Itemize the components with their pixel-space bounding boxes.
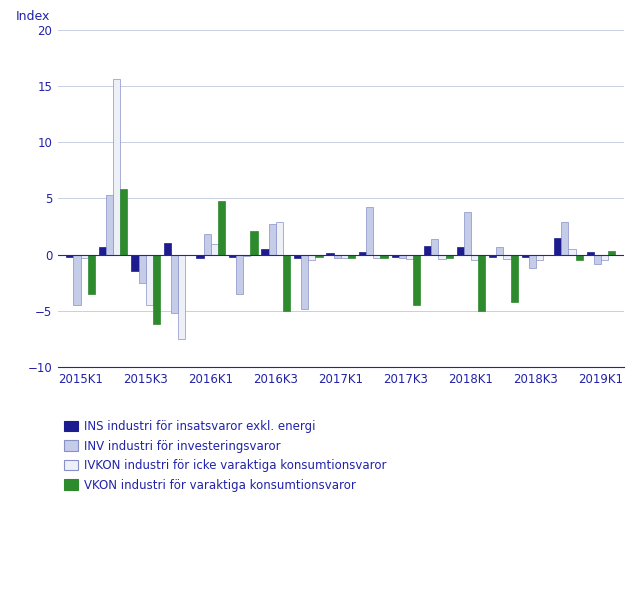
Bar xyxy=(496,247,503,255)
Bar xyxy=(73,255,80,305)
Bar xyxy=(348,255,355,258)
Bar xyxy=(196,255,204,258)
Bar xyxy=(66,255,73,257)
Bar xyxy=(554,237,561,255)
Bar xyxy=(608,251,615,255)
Bar xyxy=(204,234,211,255)
Bar xyxy=(586,252,593,255)
Bar xyxy=(529,255,536,268)
Bar xyxy=(262,249,269,255)
Bar xyxy=(276,222,283,255)
Bar xyxy=(457,247,464,255)
Bar xyxy=(153,255,160,324)
Bar xyxy=(178,255,185,339)
Bar xyxy=(269,224,276,255)
Bar xyxy=(164,243,171,255)
Bar xyxy=(536,255,543,260)
Bar xyxy=(283,255,290,311)
Bar xyxy=(575,255,583,260)
Bar xyxy=(503,255,511,259)
Bar xyxy=(243,255,250,256)
Bar xyxy=(138,255,146,283)
Bar xyxy=(374,255,381,258)
Bar xyxy=(131,255,138,271)
Bar xyxy=(446,255,453,258)
Bar xyxy=(341,255,348,258)
Bar xyxy=(424,246,431,255)
Bar xyxy=(146,255,153,305)
Bar xyxy=(359,252,366,255)
Bar xyxy=(88,255,95,294)
Bar xyxy=(381,255,388,258)
Bar xyxy=(211,244,218,255)
Bar xyxy=(366,207,374,255)
Bar xyxy=(471,255,478,260)
Bar xyxy=(80,255,88,258)
Bar xyxy=(399,255,406,258)
Text: Index: Index xyxy=(15,10,50,23)
Bar xyxy=(593,255,601,263)
Bar xyxy=(521,255,529,257)
Bar xyxy=(327,253,334,255)
Bar xyxy=(171,255,178,313)
Bar xyxy=(406,255,413,259)
Bar xyxy=(99,247,106,255)
Bar xyxy=(511,255,518,302)
Bar xyxy=(489,255,496,257)
Bar xyxy=(316,255,323,257)
Bar xyxy=(464,212,471,255)
Bar xyxy=(229,255,236,257)
Bar xyxy=(250,231,258,255)
Bar xyxy=(561,222,568,255)
Bar xyxy=(236,255,243,294)
Bar xyxy=(334,255,341,258)
Bar xyxy=(601,255,608,260)
Bar xyxy=(439,255,446,259)
Bar xyxy=(106,195,113,255)
Bar xyxy=(392,255,399,257)
Bar xyxy=(113,79,120,255)
Bar xyxy=(413,255,420,305)
Legend: INS industri för insatsvaror exkl. energi, INV industri för investeringsvaror, I: INS industri för insatsvaror exkl. energ… xyxy=(64,420,386,492)
Bar xyxy=(308,255,316,260)
Bar xyxy=(120,189,127,255)
Bar xyxy=(301,255,308,308)
Bar xyxy=(294,255,301,258)
Bar xyxy=(478,255,485,311)
Bar xyxy=(218,201,225,255)
Bar xyxy=(431,239,439,255)
Bar xyxy=(568,249,575,255)
